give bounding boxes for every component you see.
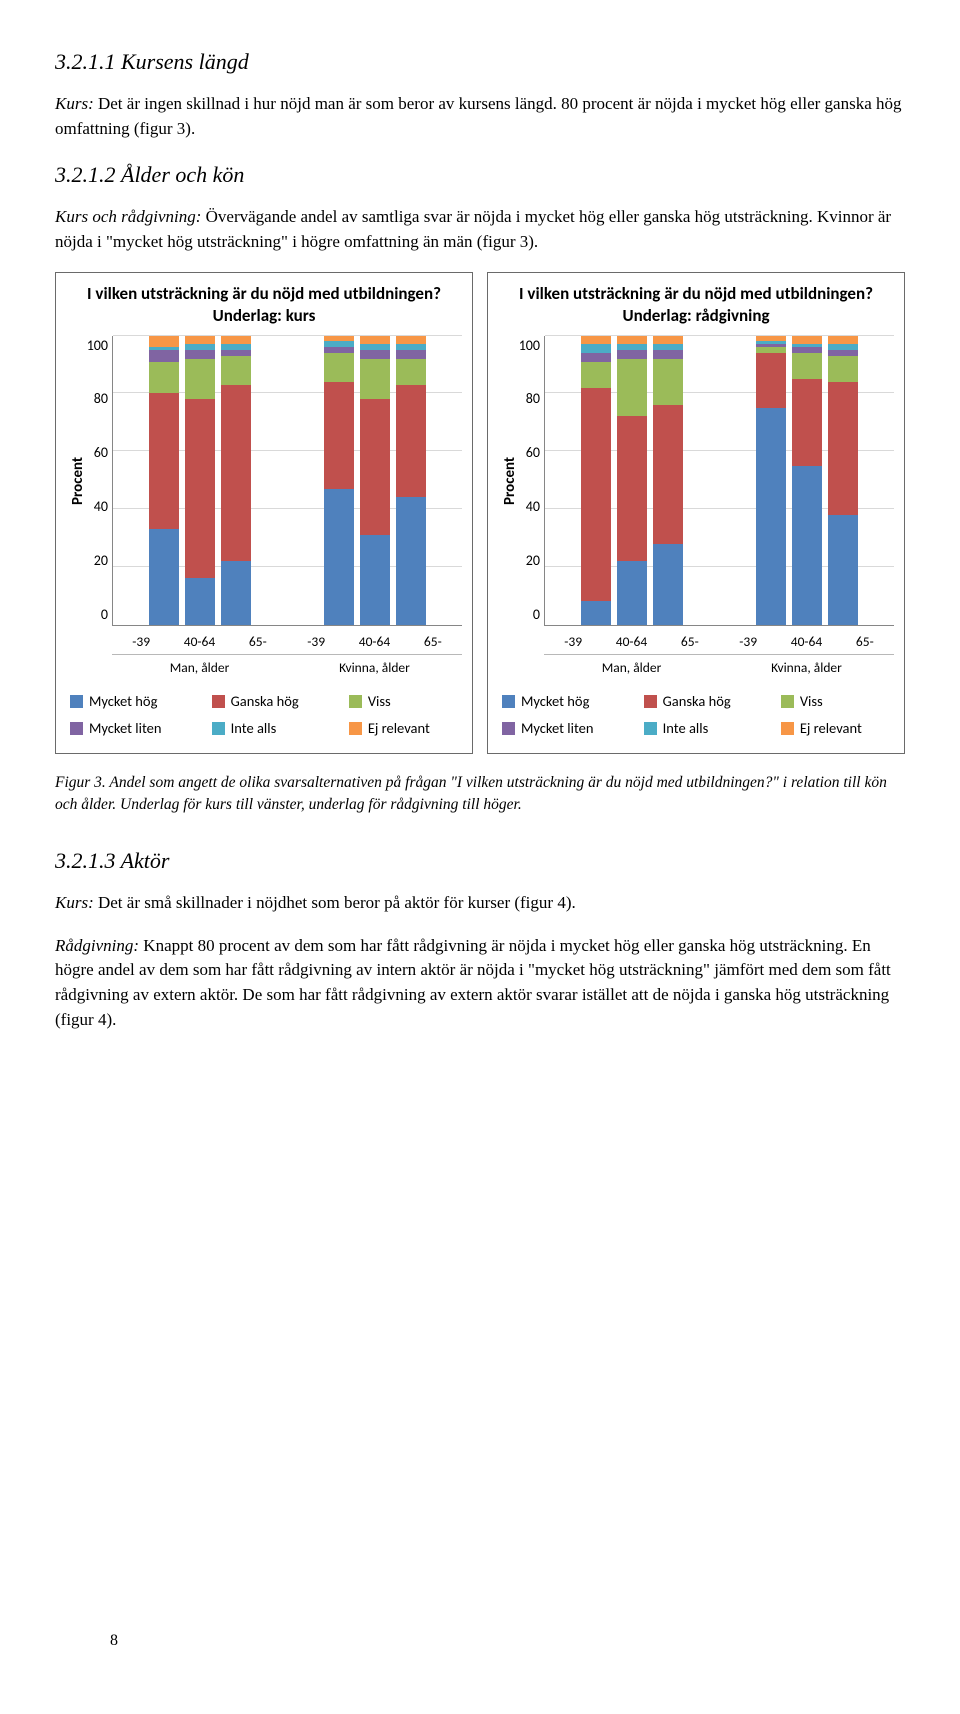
bar: [360, 336, 390, 625]
legend-label: Ganska hög: [663, 691, 731, 712]
legend-swatch: [349, 722, 362, 735]
legend-label: Mycket hög: [89, 691, 157, 712]
legend: Mycket hög Ganska hög Viss Mycket liten Inte…: [70, 691, 462, 739]
label-radgivning: Rådgivning:: [55, 936, 139, 955]
text-aktor-kurs: Det är små skillnader i nöjdhet som bero…: [94, 893, 576, 912]
legend-label: Ej relevant: [800, 718, 862, 739]
legend-item: Ganska hög: [644, 691, 763, 712]
bar: [653, 336, 683, 625]
legend-item: Viss: [349, 691, 462, 712]
text-aktor-radgivning: Knappt 80 procent av dem som har fått rå…: [55, 936, 891, 1029]
legend-label: Viss: [800, 691, 823, 712]
legend-swatch: [70, 722, 83, 735]
label-kurs-2: Kurs:: [55, 893, 94, 912]
x-axis-categories: -3940-6465--3940-6465-: [544, 634, 894, 650]
heading-aktor: 3.2.1.3 Aktör: [55, 845, 905, 877]
bar: [756, 336, 786, 625]
legend-swatch: [212, 722, 225, 735]
plot-area: [112, 336, 462, 626]
legend-item: Inte alls: [644, 718, 763, 739]
plot-area: [544, 336, 894, 626]
heading-kursens-langd: 3.2.1.1 Kursens längd: [55, 46, 905, 78]
legend: Mycket hög Ganska hög Viss Mycket liten Inte…: [502, 691, 894, 739]
legend-label: Inte alls: [231, 718, 277, 739]
legend-item: Ganska hög: [212, 691, 331, 712]
legend-swatch: [70, 695, 83, 708]
bar: [149, 336, 179, 625]
legend-label: Ganska hög: [231, 691, 299, 712]
legend-label: Inte alls: [663, 718, 709, 739]
legend-item: Viss: [781, 691, 894, 712]
legend-swatch: [644, 722, 657, 735]
legend-label: Mycket liten: [89, 718, 162, 739]
legend-item: Inte alls: [212, 718, 331, 739]
heading-alder-kon: 3.2.1.2 Ålder och kön: [55, 159, 905, 191]
paragraph-aktor-radgivning: Rådgivning: Knappt 80 procent av dem som…: [55, 934, 905, 1033]
legend-label: Mycket hög: [521, 691, 589, 712]
legend-item: Mycket hög: [70, 691, 194, 712]
legend-swatch: [781, 722, 794, 735]
chart-kurs: I vilken utsträckning är du nöjd med utb…: [55, 272, 473, 754]
paragraph-aktor-kurs: Kurs: Det är små skillnader i nöjdhet so…: [55, 891, 905, 916]
paragraph-alder-kon: Kurs och rådgivning: Övervägande andel a…: [55, 205, 905, 254]
legend-label: Mycket liten: [521, 718, 594, 739]
chart-radgivning: I vilken utsträckning är du nöjd med utb…: [487, 272, 905, 754]
bar: [324, 336, 354, 625]
y-axis-label: Procent: [498, 336, 516, 626]
legend-swatch: [781, 695, 794, 708]
legend-label: Ej relevant: [368, 718, 430, 739]
legend-item: Mycket liten: [502, 718, 626, 739]
legend-swatch: [212, 695, 225, 708]
x-axis-groups: Man, ålderKvinna, ålder: [544, 654, 894, 678]
chart-title: I vilken utsträckning är du nöjd med utb…: [498, 283, 894, 327]
bar: [185, 336, 215, 625]
figure-caption: Figur 3. Andel som angett de olika svars…: [55, 772, 905, 815]
y-axis-label: Procent: [66, 336, 84, 626]
bar: [792, 336, 822, 625]
charts-row: I vilken utsträckning är du nöjd med utb…: [55, 272, 905, 754]
paragraph-kurs-langd: Kurs: Det är ingen skillnad i hur nöjd m…: [55, 92, 905, 141]
legend-swatch: [349, 695, 362, 708]
x-axis-categories: -3940-6465--3940-6465-: [112, 634, 462, 650]
legend-item: Ej relevant: [349, 718, 462, 739]
legend-swatch: [502, 695, 515, 708]
legend-item: Mycket liten: [70, 718, 194, 739]
label-kurs-radgivning: Kurs och rådgivning:: [55, 207, 201, 226]
legend-label: Viss: [368, 691, 391, 712]
bar: [221, 336, 251, 625]
legend-swatch: [502, 722, 515, 735]
chart-title: I vilken utsträckning är du nöjd med utb…: [66, 283, 462, 327]
page-number: 8: [110, 1629, 118, 1652]
text-kurs-langd: Det är ingen skillnad i hur nöjd man är …: [55, 94, 902, 138]
bar: [581, 336, 611, 625]
legend-swatch: [644, 695, 657, 708]
legend-item: Ej relevant: [781, 718, 894, 739]
bar: [617, 336, 647, 625]
legend-item: Mycket hög: [502, 691, 626, 712]
x-axis-groups: Man, ålderKvinna, ålder: [112, 654, 462, 678]
bar: [828, 336, 858, 625]
bar: [396, 336, 426, 625]
label-kurs: Kurs:: [55, 94, 94, 113]
